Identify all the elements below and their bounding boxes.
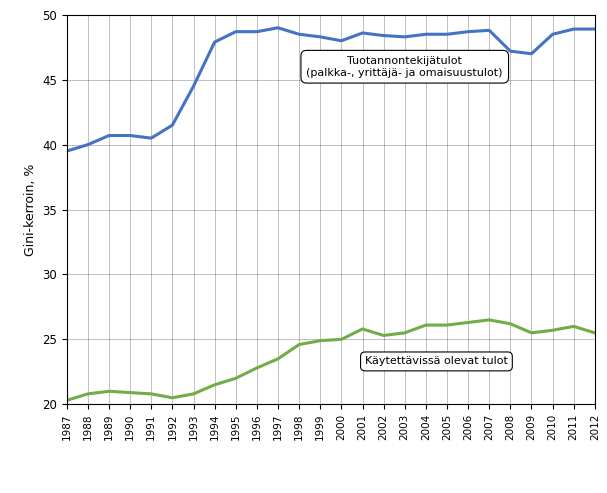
Y-axis label: Gini-kerroin, %: Gini-kerroin, % [24, 163, 36, 256]
Text: Tuotannontekijätulot
(palkka-, yrittäjä- ja omaisuustulot): Tuotannontekijätulot (palkka-, yrittäjä-… [307, 56, 503, 77]
Text: Käytettävissä olevat tulot: Käytettävissä olevat tulot [365, 356, 508, 366]
